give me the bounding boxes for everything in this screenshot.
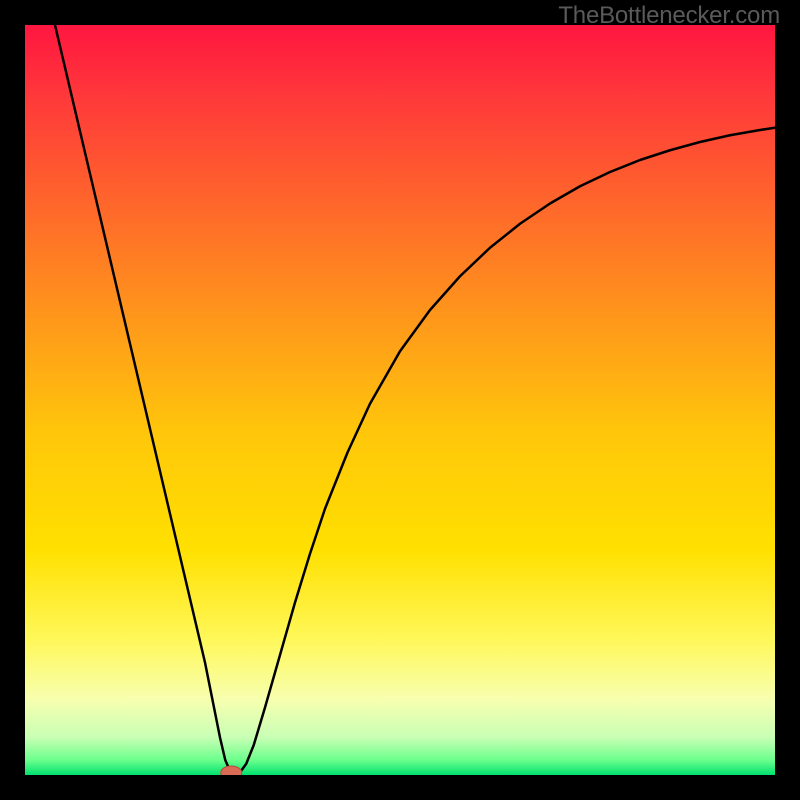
plot-background	[25, 25, 775, 775]
bottleneck-chart	[0, 0, 800, 800]
watermark-label: TheBottlenecker.com	[558, 2, 780, 30]
chart-frame: TheBottlenecker.com	[0, 0, 800, 800]
